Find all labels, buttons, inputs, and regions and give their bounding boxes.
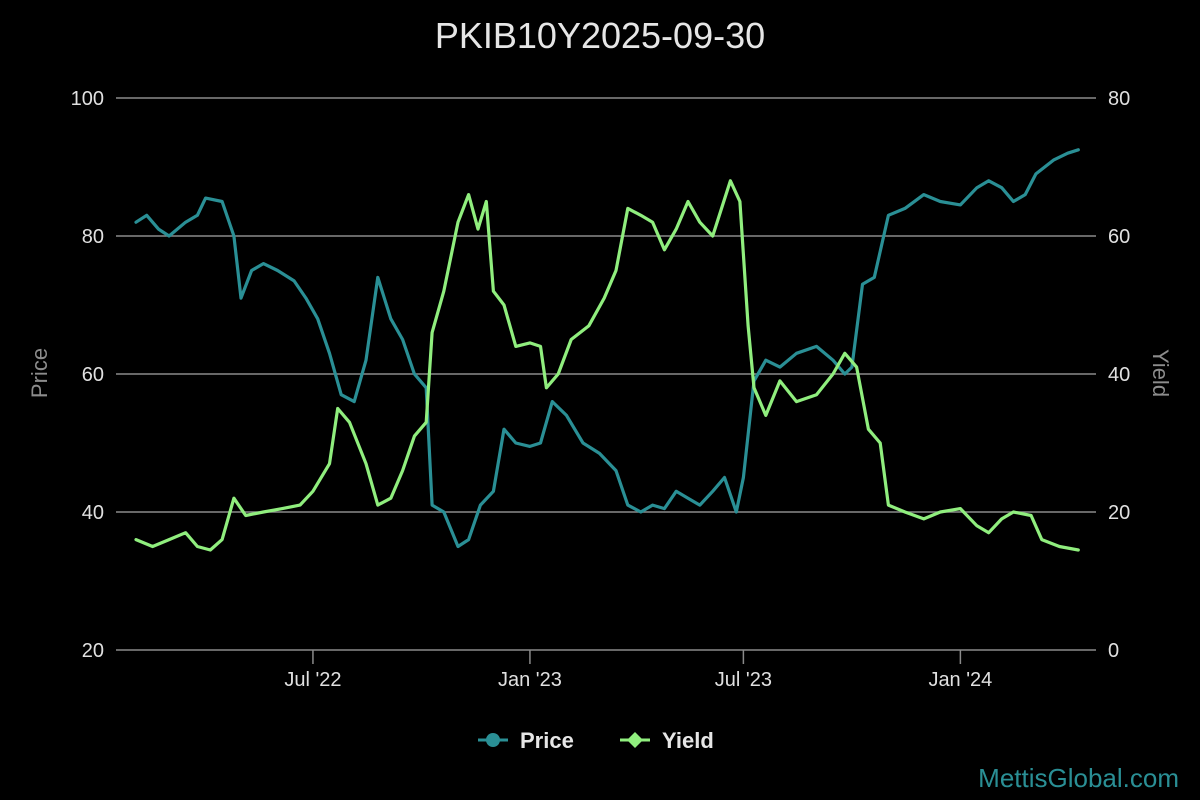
x-tick-label: Jul '22 <box>284 669 341 691</box>
legend-marker-diamond <box>627 732 643 748</box>
right-tick-label: 60 <box>1108 226 1130 248</box>
right-axis-ticks: 0 20 40 60 80 <box>1108 88 1130 662</box>
legend[interactable]: Price Yield <box>478 728 714 753</box>
left-tick-label: 100 <box>71 88 104 110</box>
right-tick-label: 40 <box>1108 364 1130 386</box>
chart-title: PKIB10Y2025-09-30 <box>435 15 765 56</box>
legend-label: Yield <box>662 728 714 753</box>
left-axis-title: Price <box>27 348 52 398</box>
legend-item-price[interactable]: Price <box>478 728 574 753</box>
gridlines <box>116 97 1096 651</box>
legend-marker-circle <box>486 733 500 747</box>
left-axis-ticks: 20 40 60 80 100 <box>71 88 104 662</box>
right-axis-title: Yield <box>1148 349 1173 397</box>
legend-label: Price <box>520 728 574 753</box>
credit-text: MettisGlobal.com <box>978 763 1179 793</box>
legend-item-yield[interactable]: Yield <box>620 728 714 753</box>
right-tick-label: 20 <box>1108 502 1130 524</box>
right-tick-label: 0 <box>1108 640 1119 662</box>
series-line-price <box>134 148 1080 549</box>
x-tick-label: Jan '24 <box>928 669 992 691</box>
series-layer <box>134 148 1080 552</box>
right-tick-label: 80 <box>1108 88 1130 110</box>
x-tick-label: Jul '23 <box>715 669 772 691</box>
left-tick-label: 80 <box>82 226 104 248</box>
left-tick-label: 20 <box>82 640 104 662</box>
left-tick-label: 40 <box>82 502 104 524</box>
x-tick-label: Jan '23 <box>498 669 562 691</box>
series-line-yield <box>134 179 1080 552</box>
x-axis-ticks: Jul '22 Jan '23 Jul '23 Jan '24 <box>284 650 992 691</box>
left-tick-label: 60 <box>82 364 104 386</box>
